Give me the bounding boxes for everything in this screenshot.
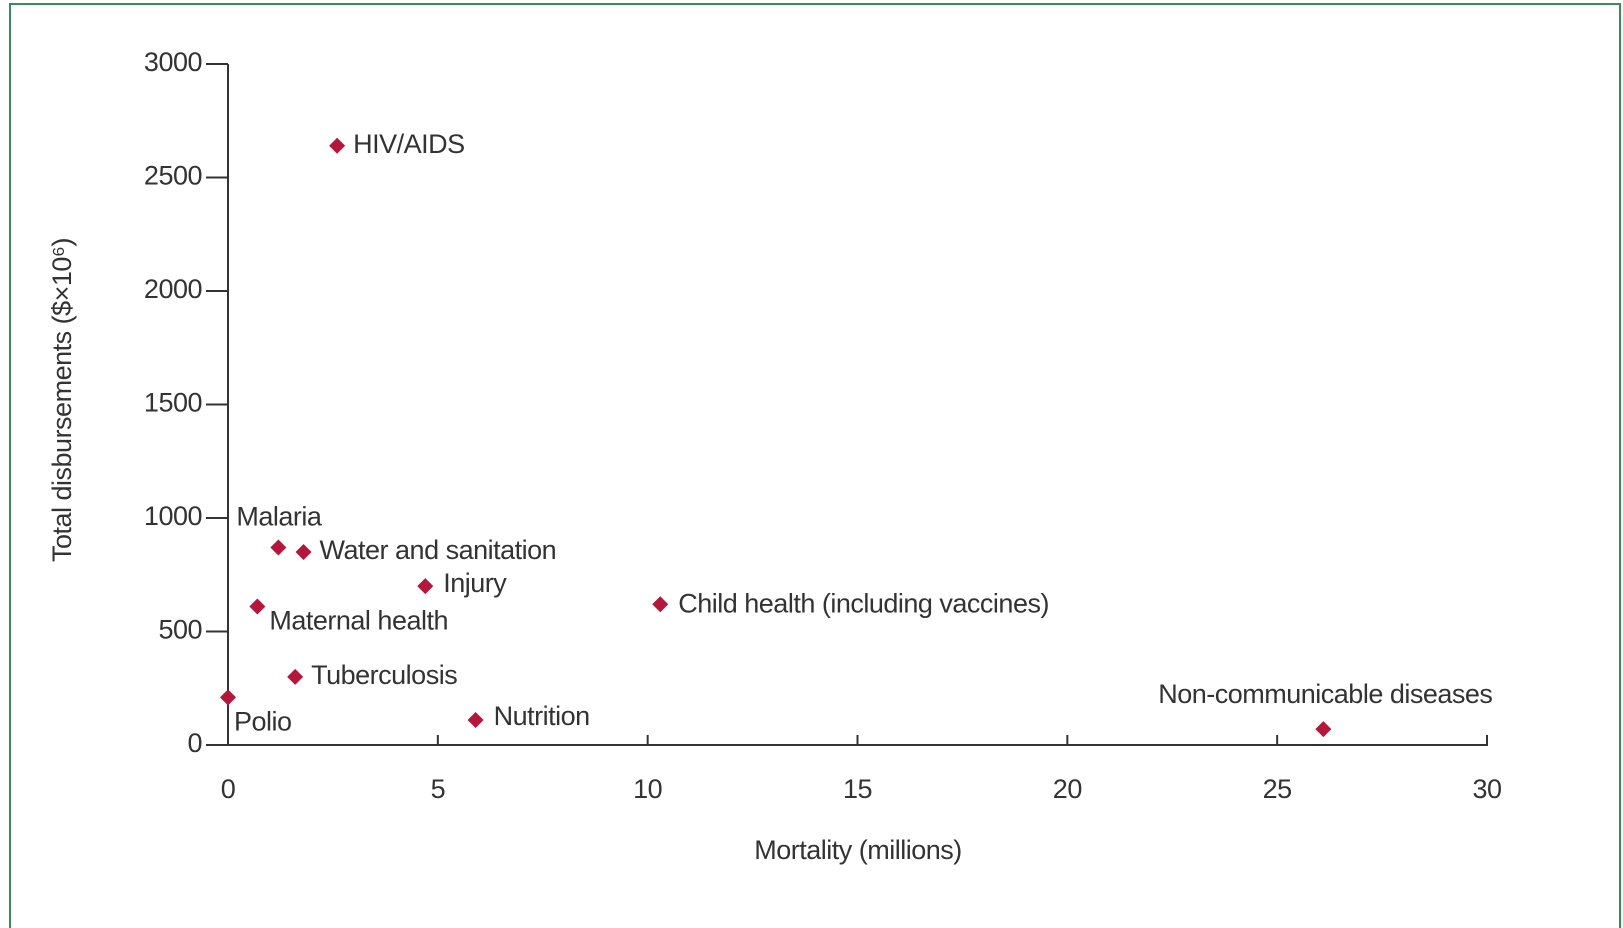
y-axis-label: Total disbursements ($×10⁶)	[47, 238, 77, 562]
point-label: Non-communicable diseases	[1158, 679, 1492, 709]
point-label: Nutrition	[494, 701, 590, 731]
point	[467, 712, 484, 729]
x-tick-label: 30	[1472, 774, 1501, 804]
point-label: Polio	[234, 706, 292, 736]
point	[417, 578, 434, 595]
y-tick-label: 500	[158, 615, 202, 645]
point-label: Tuberculosis	[311, 660, 457, 690]
x-tick-label: 25	[1263, 774, 1292, 804]
point-label: Injury	[443, 568, 507, 598]
point	[295, 544, 312, 561]
y-tick-label: 3000	[144, 47, 202, 77]
y-tick-label: 0	[187, 728, 202, 758]
point-label: HIV/AIDS	[353, 129, 465, 159]
y-tick-label: 2000	[144, 274, 202, 304]
point	[220, 689, 236, 706]
y-tick-label: 1500	[144, 388, 202, 418]
x-tick-label: 5	[431, 774, 446, 804]
point	[652, 596, 669, 613]
x-tick-label: 10	[633, 774, 662, 804]
point-label: Malaria	[236, 502, 323, 532]
point	[287, 668, 304, 685]
x-axis-label: Mortality (millions)	[754, 835, 962, 865]
point	[1315, 721, 1332, 738]
point-label: Water and sanitation	[320, 535, 557, 565]
point-label: Child health (including vaccines)	[678, 588, 1049, 618]
x-tick-label: 20	[1053, 774, 1082, 804]
point	[270, 539, 287, 556]
point-label: Maternal health	[269, 606, 448, 636]
y-tick-label: 1000	[144, 501, 202, 531]
x-tick-label: 15	[843, 774, 872, 804]
frame	[9, 3, 1621, 928]
point	[249, 598, 266, 615]
y-tick-label: 2500	[144, 161, 202, 191]
point	[329, 137, 346, 154]
x-tick-label: 0	[221, 774, 236, 804]
